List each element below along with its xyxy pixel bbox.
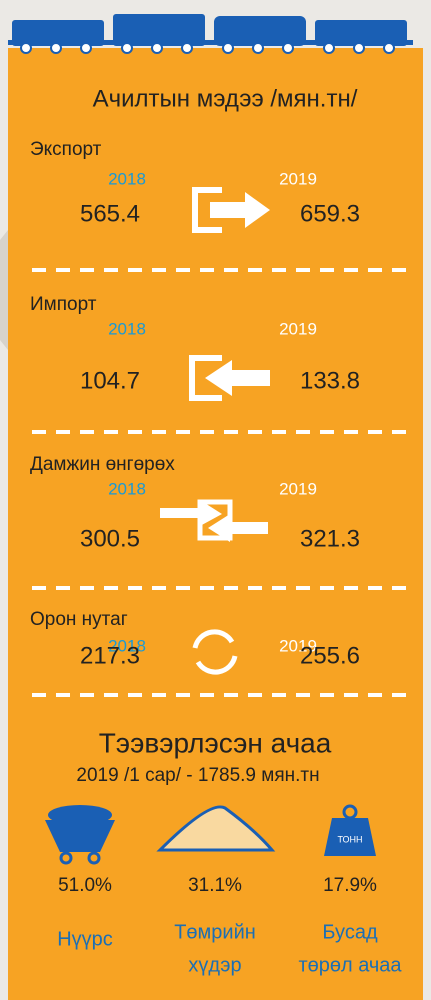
cargo-percent: 17.9%: [323, 875, 377, 896]
wheel: [324, 43, 334, 53]
wheel: [51, 43, 61, 53]
year-from: 2018: [108, 479, 146, 498]
year-from: 2018: [108, 319, 146, 338]
weight-label: ТОНН: [337, 834, 362, 844]
cargo-label: Төмрийн: [174, 921, 256, 943]
wheel: [122, 43, 132, 53]
cargo-label: хүдэр: [188, 954, 241, 976]
wheel: [384, 43, 394, 53]
value-from: 565.4: [80, 200, 140, 227]
wheel: [283, 43, 293, 53]
cargo-label: Нүүрс: [57, 928, 113, 950]
value-from: 300.5: [80, 525, 140, 552]
value-from: 217.3: [80, 642, 140, 669]
wheel: [223, 43, 233, 53]
value-to: 321.3: [300, 525, 360, 552]
cargo-subtitle: 2019 /1 сар/ - 1785.9 мян.тн: [76, 765, 319, 786]
year-to: 2019: [279, 319, 317, 338]
wheel: [21, 43, 31, 53]
cargo-label: төрөл ачаа: [298, 954, 402, 976]
section-name: Дамжин өнгөрөх: [30, 454, 175, 475]
year-to: 2019: [279, 169, 317, 188]
section-name: Экспорт: [30, 139, 102, 160]
section-name: Орон нутаг: [30, 609, 128, 630]
page: Ачилтын мэдээ /мян.тн/ Тээвэрлэсэн ачаа …: [0, 0, 431, 1000]
cargo-percent: 31.1%: [188, 875, 242, 896]
cargo-title: Тээвэрлэсэн ачаа: [99, 727, 332, 758]
value-to: 255.6: [300, 642, 360, 669]
year-from: 2018: [108, 169, 146, 188]
wheel: [152, 43, 162, 53]
wheel: [354, 43, 364, 53]
year-to: 2019: [279, 479, 317, 498]
value-to: 659.3: [300, 200, 360, 227]
infographic: Ачилтын мэдээ /мян.тн/ Тээвэрлэсэн ачаа …: [0, 0, 431, 1000]
value-to: 133.8: [300, 367, 360, 394]
wheel: [253, 43, 263, 53]
title: Ачилтын мэдээ /мян.тн/: [93, 85, 358, 112]
section-name: Импорт: [30, 294, 97, 315]
wheel: [182, 43, 192, 53]
cargo-percent: 51.0%: [58, 875, 112, 896]
cargo-label: Бусад: [322, 921, 378, 943]
panel-shadow: [0, 230, 8, 350]
wheel: [81, 43, 91, 53]
value-from: 104.7: [80, 367, 140, 394]
